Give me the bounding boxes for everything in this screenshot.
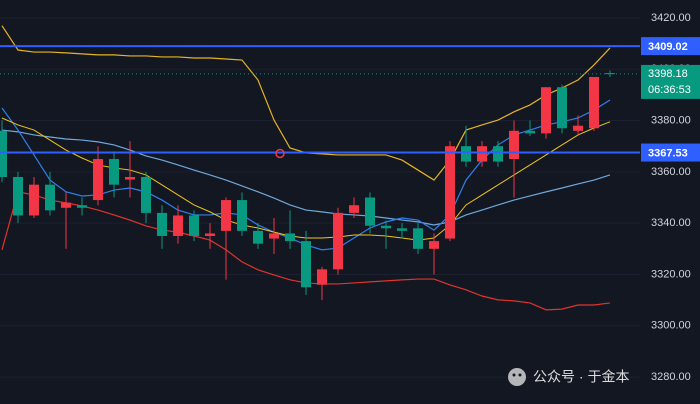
price-label-box xyxy=(641,143,700,162)
candle-body xyxy=(29,184,39,216)
candle-body xyxy=(141,176,151,213)
y-tick-label: 3340.00 xyxy=(651,217,691,229)
y-tick-label: 3420.00 xyxy=(651,12,691,24)
price-label: 3367.53 xyxy=(648,147,688,159)
y-tick-label: 3280.00 xyxy=(651,371,691,383)
candle-body xyxy=(173,215,183,236)
candle-body xyxy=(333,212,343,270)
candle-body xyxy=(221,200,231,231)
candle-body xyxy=(413,228,423,249)
candle-body xyxy=(77,205,87,208)
watermark-icon-eye xyxy=(512,373,516,377)
watermark-icon xyxy=(508,368,526,386)
candle-body xyxy=(269,233,279,239)
candle-body xyxy=(445,146,455,239)
candle-body xyxy=(317,269,327,285)
candle-body xyxy=(397,228,407,231)
candle-body xyxy=(237,200,247,231)
candle-body xyxy=(429,241,439,249)
alert-marker xyxy=(275,148,285,159)
price-axis: 3420.003400.003380.003360.003340.003320.… xyxy=(641,12,700,383)
last-price-box xyxy=(641,64,700,99)
price-label-box xyxy=(641,37,700,56)
candle-body xyxy=(589,76,599,129)
candle-body xyxy=(205,233,215,236)
candle-body xyxy=(45,184,55,211)
last-price-label: 3398.18 xyxy=(648,68,688,80)
watermark-text: 公众号 · 于金本 xyxy=(533,369,629,385)
candle-body xyxy=(477,146,487,162)
y-tick-label: 3320.00 xyxy=(651,268,691,280)
countdown-label: 06:36:53 xyxy=(648,84,691,96)
candle-body xyxy=(157,212,167,236)
y-tick-label: 3300.00 xyxy=(651,320,691,332)
watermark-icon-eye xyxy=(518,373,522,377)
candle-body xyxy=(349,205,359,213)
y-tick-label: 3360.00 xyxy=(651,166,691,178)
price-label: 3409.02 xyxy=(648,41,688,53)
candles xyxy=(0,70,615,301)
candle-body xyxy=(573,125,583,131)
watermark: 公众号 · 于金本 xyxy=(508,368,629,386)
candle-body xyxy=(493,146,503,162)
indicator-line xyxy=(1,129,611,226)
candle-body xyxy=(285,233,295,242)
candle-body xyxy=(541,87,551,134)
candle-body xyxy=(525,130,535,134)
candle-body xyxy=(381,225,391,229)
candle-body xyxy=(365,197,375,226)
candle-body xyxy=(301,241,311,288)
candle-body xyxy=(109,159,119,185)
candle-body xyxy=(93,159,103,201)
candle-body xyxy=(461,146,471,162)
candle-body xyxy=(13,176,23,216)
candle-body xyxy=(189,215,199,236)
candle-body xyxy=(61,202,71,208)
candle-body xyxy=(509,130,519,160)
overlays xyxy=(0,45,640,154)
y-tick-label: 3380.00 xyxy=(651,114,691,126)
candle-body xyxy=(557,87,567,129)
candle-body xyxy=(125,176,135,180)
candle-body xyxy=(253,230,263,244)
candle-body xyxy=(605,73,615,75)
candle-body xyxy=(0,130,7,177)
